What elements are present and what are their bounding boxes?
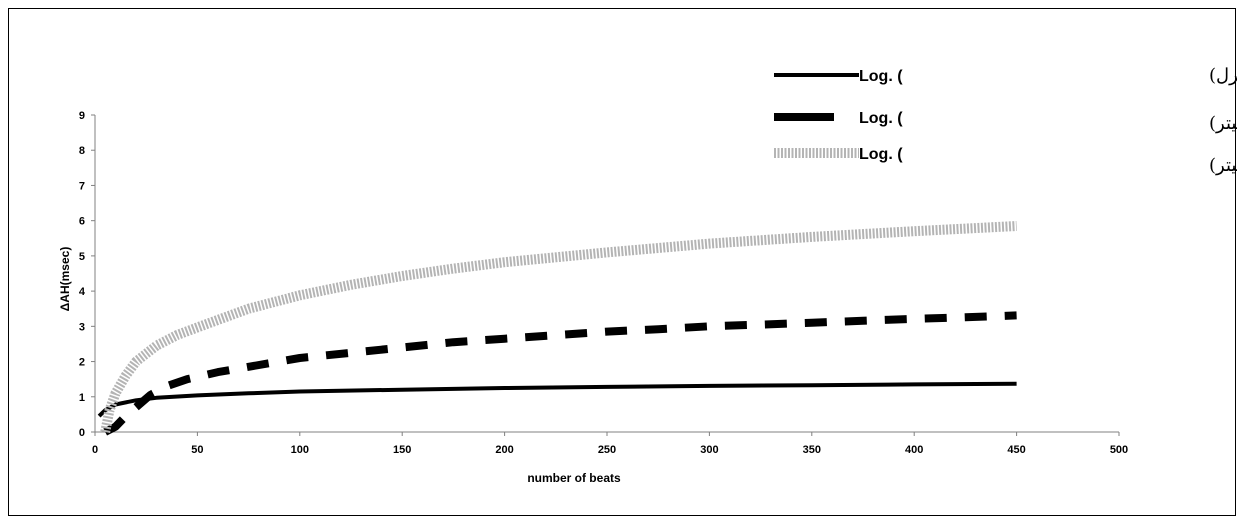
- series-line-1: [97, 381, 1017, 418]
- y-tick-label: 4: [79, 286, 86, 298]
- y-axis-label: ΔAH(msec): [58, 247, 72, 312]
- chart: 0 50 100 150 200 250 300 350 400 450 500 0 1 2 3 4 5 6 7 8 9…: [58, 65, 1237, 485]
- series-line-2: [103, 311, 1017, 436]
- x-tick-label: 450: [1007, 444, 1025, 456]
- y-tick-label: 8: [79, 145, 85, 157]
- y-tick-label: 2: [79, 357, 85, 369]
- legend-label-3: (گزنه غلظت ۰/۵ گرم در لیتر): [1209, 154, 1237, 176]
- x-tick-label: 50: [191, 444, 203, 456]
- x-tick-label: 500: [1110, 444, 1128, 456]
- x-axis-label: number of beats: [527, 471, 621, 485]
- legend-label-2: (گزنه غلظت ۰/۲۵ گرم در لیتر): [1209, 112, 1237, 134]
- y-tick-label: 1: [79, 392, 85, 404]
- series-line-3: [100, 221, 1017, 433]
- y-tick-label: 3: [79, 321, 85, 333]
- y-tick-label: 5: [79, 251, 85, 263]
- x-tick-label: 200: [495, 444, 513, 456]
- y-tick-label: 6: [79, 216, 85, 228]
- legend-prefix-2: Log. (: [859, 110, 903, 127]
- x-tick-label: 250: [598, 444, 616, 456]
- legend-prefix-3: Log. (: [859, 146, 903, 163]
- axes: 0 50 100 150 200 250 300 350 400 450 500 0 1 2 3 4 5 6 7 8 9: [79, 110, 1128, 456]
- series-layer: [97, 221, 1017, 436]
- x-tick-label: 300: [700, 444, 718, 456]
- x-tick-label: 100: [291, 444, 309, 456]
- legend-label-1: (کنترل): [1209, 65, 1237, 86]
- x-tick-label: 350: [803, 444, 821, 456]
- x-tick-label: 150: [393, 444, 411, 456]
- x-tick-label: 0: [92, 444, 98, 456]
- legend-prefix-1: Log. (: [859, 68, 903, 85]
- y-tick-label: 0: [79, 427, 85, 439]
- chart-frame: 0 50 100 150 200 250 300 350 400 450 500 0 1 2 3 4 5 6 7 8 9…: [8, 8, 1237, 516]
- legend: Log. ( (کنترل) Log. ( (گزنه غلظت ۰/۲۵ گرم د…: [774, 65, 1237, 176]
- y-tick-label: 7: [79, 180, 85, 192]
- x-tick-label: 400: [905, 444, 923, 456]
- y-tick-label: 9: [79, 110, 85, 122]
